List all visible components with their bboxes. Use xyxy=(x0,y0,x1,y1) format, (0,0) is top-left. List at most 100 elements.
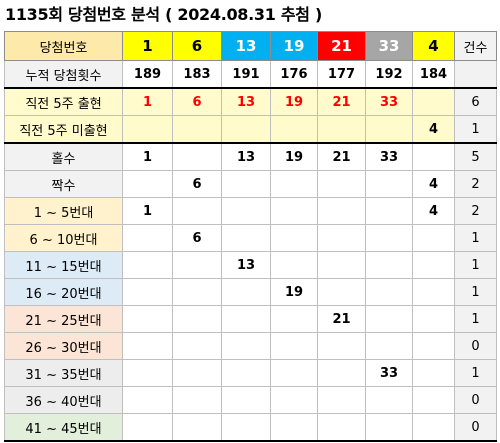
row-count: 1 xyxy=(454,305,497,333)
number-cell xyxy=(270,224,318,252)
recent-missing-row: 직전 5주 미출현 4 1 xyxy=(4,115,497,144)
number-cell: 21 xyxy=(317,87,366,116)
number-cell xyxy=(172,142,222,171)
cumulative-value: 183 xyxy=(172,60,222,89)
range-6-10-row: 6 ~ 10번대 6 1 xyxy=(4,224,497,252)
number-cell xyxy=(412,142,455,171)
cumulative-value: 177 xyxy=(317,60,366,89)
ball-2: 6 xyxy=(172,31,222,61)
number-cell: 6 xyxy=(172,87,222,116)
odd-row: 홀수 1 13 19 21 33 5 xyxy=(4,142,497,171)
number-cell: 21 xyxy=(317,305,366,333)
row-count: 0 xyxy=(454,413,497,442)
number-cell xyxy=(317,251,366,279)
row-count: 1 xyxy=(454,359,497,387)
number-cell xyxy=(412,251,455,279)
number-cell: 13 xyxy=(221,251,271,279)
number-cell xyxy=(412,278,455,306)
range-31-35-row: 31 ~ 35번대 33 1 xyxy=(4,359,497,387)
number-cell xyxy=(270,359,318,387)
number-cell xyxy=(365,305,413,333)
number-cell xyxy=(365,197,413,225)
number-cell xyxy=(270,305,318,333)
number-cell xyxy=(365,413,413,442)
number-cell: 13 xyxy=(221,142,271,171)
number-cell: 19 xyxy=(270,87,318,116)
number-cell: 4 xyxy=(412,170,455,198)
number-cell xyxy=(122,115,173,144)
row-label: 41 ~ 45번대 xyxy=(4,413,123,442)
number-cell: 19 xyxy=(270,142,318,171)
row-label: 6 ~ 10번대 xyxy=(4,224,123,252)
number-cell xyxy=(221,332,271,360)
row-count: 1 xyxy=(454,278,497,306)
number-cell xyxy=(270,115,318,144)
number-cell xyxy=(270,332,318,360)
number-cell xyxy=(172,305,222,333)
cumulative-value: 184 xyxy=(412,60,455,89)
number-cell: 1 xyxy=(122,197,173,225)
row-label: 36 ~ 40번대 xyxy=(4,386,123,414)
number-cell xyxy=(122,305,173,333)
row-label: 홀수 xyxy=(4,142,123,171)
row-count: 5 xyxy=(454,142,497,171)
number-cell xyxy=(221,278,271,306)
range-16-20-row: 16 ~ 20번대 19 1 xyxy=(4,278,497,306)
number-cell xyxy=(412,359,455,387)
winning-numbers-row: 당첨번호 1 6 13 19 21 33 4 건수 xyxy=(4,31,497,61)
number-cell xyxy=(412,305,455,333)
row-label: 직전 5주 미출현 xyxy=(4,115,123,144)
row-label: 1 ~ 5번대 xyxy=(4,197,123,225)
range-41-45-row: 41 ~ 45번대 0 xyxy=(4,413,497,442)
range-26-30-row: 26 ~ 30번대 0 xyxy=(4,332,497,360)
row-label: 11 ~ 15번대 xyxy=(4,251,123,279)
ball-3: 13 xyxy=(221,31,271,61)
number-cell xyxy=(122,359,173,387)
number-cell xyxy=(270,197,318,225)
ball-5: 21 xyxy=(317,31,366,61)
range-36-40-row: 36 ~ 40번대 0 xyxy=(4,386,497,414)
number-cell: 6 xyxy=(172,224,222,252)
number-cell xyxy=(365,170,413,198)
number-cell xyxy=(365,278,413,306)
number-cell: 1 xyxy=(122,87,173,116)
range-1-5-row: 1 ~ 5번대 1 4 2 xyxy=(4,197,497,225)
number-cell xyxy=(412,87,455,116)
bonus-ball: 4 xyxy=(412,31,455,61)
number-cell xyxy=(221,170,271,198)
row-count: 1 xyxy=(454,224,497,252)
number-cell: 19 xyxy=(270,278,318,306)
count-header: 건수 xyxy=(454,31,497,61)
number-cell xyxy=(412,332,455,360)
number-cell: 33 xyxy=(365,87,413,116)
number-cell xyxy=(270,413,318,442)
row-count: 0 xyxy=(454,332,497,360)
number-cell xyxy=(365,386,413,414)
ball-1: 1 xyxy=(122,31,173,61)
cumulative-value: 176 xyxy=(270,60,318,89)
even-row: 짝수 6 4 2 xyxy=(4,170,497,198)
number-cell: 4 xyxy=(412,115,455,144)
row-count: 2 xyxy=(454,197,497,225)
number-cell xyxy=(122,386,173,414)
number-cell xyxy=(317,413,366,442)
lotto-analysis-table: 당첨번호 1 6 13 19 21 33 4 건수 누적 당첨횟수 189 18… xyxy=(4,31,497,442)
number-cell xyxy=(122,278,173,306)
number-cell xyxy=(172,359,222,387)
number-cell xyxy=(221,197,271,225)
row-count: 2 xyxy=(454,170,497,198)
ball-6: 33 xyxy=(365,31,413,61)
number-cell xyxy=(412,386,455,414)
cumulative-value: 192 xyxy=(365,60,413,89)
number-cell xyxy=(122,224,173,252)
number-cell: 33 xyxy=(365,359,413,387)
range-11-15-row: 11 ~ 15번대 13 1 xyxy=(4,251,497,279)
number-cell xyxy=(270,251,318,279)
row-count: 6 xyxy=(454,87,497,116)
number-cell xyxy=(221,224,271,252)
number-cell xyxy=(122,170,173,198)
number-cell xyxy=(317,224,366,252)
number-cell: 1 xyxy=(122,142,173,171)
recent-appeared-row: 직전 5주 출현 1 6 13 19 21 33 6 xyxy=(4,87,497,116)
number-cell xyxy=(365,251,413,279)
